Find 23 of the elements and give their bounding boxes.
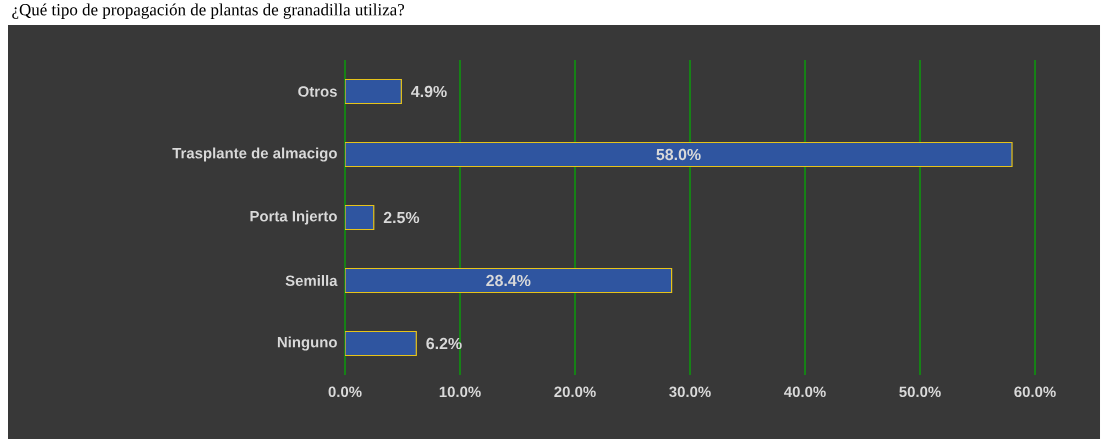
bar <box>345 204 375 231</box>
data-label: 58.0% <box>656 148 701 161</box>
bar <box>345 267 673 294</box>
data-label: 2.5% <box>383 211 420 224</box>
text: ¿Qué tipo de propagación de plantas de granadilla utiliza? <box>12 3 405 19</box>
x-tick-label: 40.0% <box>784 386 826 398</box>
y-tick-label: Semilla <box>285 275 338 286</box>
x-tick-label: 20.0% <box>554 386 596 398</box>
data-label: 4.9% <box>411 85 447 98</box>
x-tick-label: 0.0% <box>328 386 362 398</box>
bar <box>345 330 417 357</box>
x-tick-label: 30.0% <box>669 386 711 398</box>
x-tick-label: 50.0% <box>899 386 941 398</box>
data-label: 28.4% <box>486 274 531 287</box>
y-tick-label: Trasplante de almacigo <box>172 147 337 162</box>
y-tick-label: Otros <box>298 86 337 97</box>
data-label: 6.2% <box>426 337 462 350</box>
x-tick-label: 60.0% <box>1014 386 1056 398</box>
y-tick-label: Porta Injerto <box>250 210 337 225</box>
x-tick-label: 10.0% <box>439 386 481 398</box>
bar <box>345 141 1013 168</box>
y-tick-label: Ninguno <box>277 336 337 351</box>
bar <box>345 78 402 105</box>
